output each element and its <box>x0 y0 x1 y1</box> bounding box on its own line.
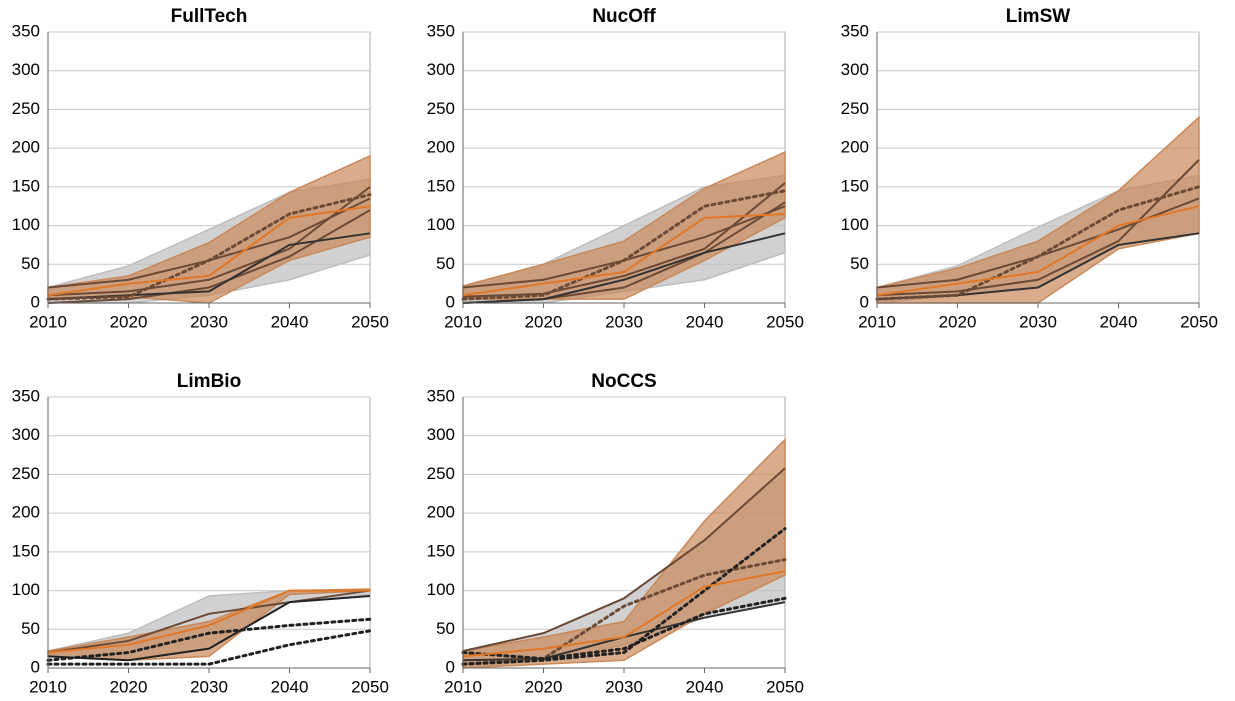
series-line <box>46 193 372 301</box>
y-tick-label: 150 <box>841 176 869 195</box>
series-line <box>876 232 1200 301</box>
x-tick-label: 2050 <box>351 677 389 696</box>
x-tick-label: 2050 <box>766 677 804 696</box>
x-tick-label: 2010 <box>29 677 67 696</box>
series-line <box>461 527 787 666</box>
y-tick-label: 100 <box>12 580 40 599</box>
x-tick-label: 2030 <box>605 677 643 696</box>
series-line <box>47 589 370 654</box>
y-tick-label: 50 <box>436 254 455 273</box>
y-tick-label: 300 <box>427 425 455 444</box>
series-line <box>46 629 372 666</box>
y-tick-label: 200 <box>12 503 40 522</box>
x-tick-label: 2020 <box>525 677 563 696</box>
chart-title: LimSW <box>1006 6 1070 27</box>
x-tick-label: 2030 <box>190 312 228 331</box>
y-tick-label: 50 <box>21 619 40 638</box>
y-tick-label: 150 <box>12 541 40 560</box>
y-tick-label: 350 <box>841 21 869 40</box>
y-tick-label: 100 <box>12 215 40 234</box>
y-tick-label: 0 <box>446 657 455 676</box>
x-tick-label: 2020 <box>525 312 563 331</box>
x-tick-label: 2020 <box>110 677 148 696</box>
series-line <box>461 596 787 661</box>
x-tick-label: 2040 <box>1100 312 1138 331</box>
series-line <box>462 570 786 658</box>
y-tick-label: 200 <box>427 138 455 157</box>
x-tick-label: 2030 <box>1019 312 1057 331</box>
series-line <box>47 594 371 662</box>
y-tick-label: 0 <box>446 292 455 311</box>
series-line <box>47 589 371 654</box>
y-tick-label: 150 <box>427 541 455 560</box>
chart-title: NoCCS <box>591 371 656 392</box>
series-line <box>46 617 372 662</box>
y-tick-label: 350 <box>12 21 40 40</box>
y-tick-label: 250 <box>427 464 455 483</box>
x-tick-label: 2050 <box>766 312 804 331</box>
chart-title: NucOff <box>592 6 656 27</box>
x-tick-label: 2010 <box>444 312 482 331</box>
x-tick-label: 2030 <box>190 677 228 696</box>
range-band <box>462 150 786 300</box>
series-line <box>876 159 1200 297</box>
series-line <box>462 467 786 652</box>
series-line <box>876 205 1200 297</box>
y-tick-label: 300 <box>12 60 40 79</box>
y-tick-label: 50 <box>850 254 869 273</box>
x-tick-label: 2020 <box>110 312 148 331</box>
x-tick-label: 2040 <box>686 312 724 331</box>
x-tick-label: 2010 <box>29 312 67 331</box>
x-tick-label: 2010 <box>858 312 896 331</box>
y-tick-label: 0 <box>31 657 40 676</box>
y-tick-label: 50 <box>21 254 40 273</box>
series-line <box>462 182 786 298</box>
y-tick-label: 100 <box>427 215 455 234</box>
y-tick-label: 100 <box>841 215 869 234</box>
y-tick-label: 200 <box>427 503 455 522</box>
x-tick-label: 2010 <box>444 677 482 696</box>
x-tick-label: 2020 <box>939 312 977 331</box>
y-tick-label: 0 <box>31 292 40 311</box>
y-tick-label: 50 <box>436 619 455 638</box>
y-tick-label: 300 <box>841 60 869 79</box>
chart-title: LimBio <box>177 371 241 392</box>
y-tick-label: 350 <box>427 21 455 40</box>
x-tick-label: 2040 <box>686 677 724 696</box>
series-line <box>462 212 786 297</box>
series-line <box>47 232 371 301</box>
y-tick-label: 250 <box>427 99 455 118</box>
y-tick-label: 0 <box>860 292 869 311</box>
y-tick-label: 300 <box>427 60 455 79</box>
range-band <box>47 154 371 304</box>
x-tick-label: 2040 <box>271 677 309 696</box>
series-line <box>47 186 371 297</box>
y-tick-label: 150 <box>12 176 40 195</box>
range-band <box>462 437 786 669</box>
x-tick-label: 2050 <box>1180 312 1218 331</box>
series-line <box>462 232 786 304</box>
y-tick-label: 250 <box>841 99 869 118</box>
series-line <box>875 185 1201 301</box>
series-line <box>461 189 787 301</box>
chart-title: FullTech <box>171 6 248 27</box>
series-line <box>47 205 371 297</box>
y-tick-label: 350 <box>12 386 40 405</box>
x-tick-label: 2040 <box>271 312 309 331</box>
y-tick-label: 250 <box>12 464 40 483</box>
x-tick-label: 2050 <box>351 312 389 331</box>
y-tick-label: 250 <box>12 99 40 118</box>
y-tick-label: 200 <box>841 138 869 157</box>
y-tick-label: 200 <box>12 138 40 157</box>
y-tick-label: 100 <box>427 580 455 599</box>
y-tick-label: 350 <box>427 386 455 405</box>
y-tick-label: 300 <box>12 425 40 444</box>
x-tick-label: 2030 <box>605 312 643 331</box>
y-tick-label: 150 <box>427 176 455 195</box>
